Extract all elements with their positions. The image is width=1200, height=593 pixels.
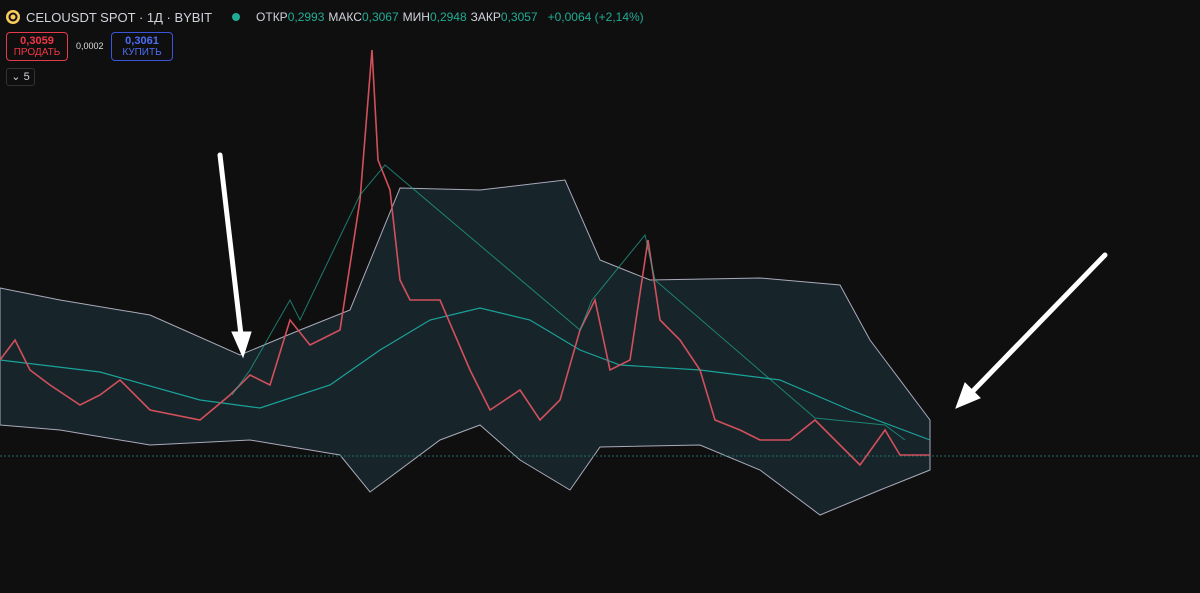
status-dot	[232, 13, 241, 21]
ohlc-label: ОТКР	[256, 10, 288, 24]
logo	[6, 10, 20, 24]
legend: CELOUSDT SPOT · 1Д · BYBIT ОТКР0,2993 МАК…	[6, 6, 648, 28]
symbol: CELOUSDT SPOT · 1Д · BYBIT	[26, 9, 213, 25]
ohlc-value: 0,2993	[287, 10, 325, 24]
ohlc-value: 0,2948	[429, 10, 467, 24]
ohlc-label: МАКС	[328, 10, 362, 24]
change: +0,0064 (+2,14%)	[547, 10, 644, 24]
ohlc-label: МИН	[402, 10, 430, 24]
arrow	[217, 152, 1108, 409]
buy-price: 0,3061	[125, 35, 159, 47]
buy-button[interactable]: 0,3061 КУПИТЬ	[111, 32, 173, 61]
price-up	[231, 164, 906, 441]
sell-button[interactable]: 0,3059 ПРОДАТЬ	[6, 32, 68, 61]
ohlc-value: 0,3057	[500, 10, 538, 24]
sell-label: ПРОДАТЬ	[13, 47, 61, 58]
indicator-count: 5	[23, 71, 30, 83]
indicator-toggle[interactable]: ⌄ 5	[6, 68, 35, 86]
price	[0, 49, 930, 467]
buy-label: КУПИТЬ	[122, 47, 162, 58]
spread: 0,0002	[76, 41, 104, 51]
sell-price: 0,3059	[20, 35, 54, 47]
bollinger-band	[0, 179, 931, 516]
ohlc: ОТКР0,2993 МАКС0,3067 МИН0,2948 ЗАКР0,3057	[256, 10, 542, 24]
ohlc-label: ЗАКР	[470, 10, 501, 24]
ohlc-value: 0,3067	[361, 10, 399, 24]
